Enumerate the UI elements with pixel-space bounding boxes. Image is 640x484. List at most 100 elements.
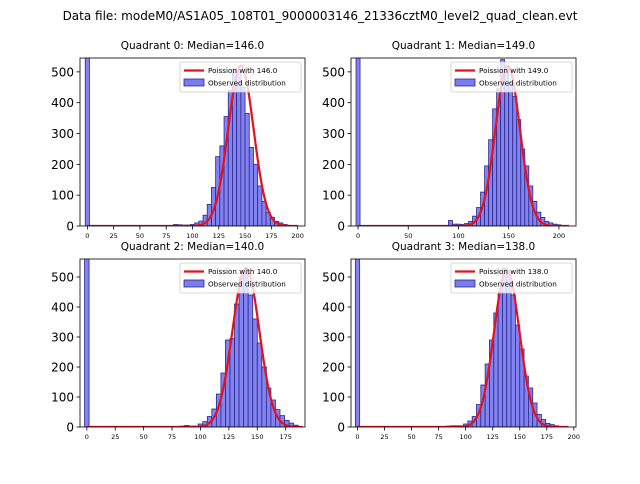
- legend-bar-label: Observed distribution: [479, 79, 557, 88]
- x-tick-label: 50: [404, 232, 412, 240]
- histogram-bar: [253, 163, 259, 226]
- suptitle: Data file: modeM0/AS1A05_108T01_90000031…: [63, 9, 578, 23]
- poisson-curve: [357, 268, 569, 427]
- y-tick-label: 400: [322, 96, 345, 110]
- y-tick-label: 500: [51, 65, 74, 79]
- histogram-bar: [247, 294, 254, 427]
- x-tick-label: 0: [85, 232, 89, 240]
- histogram-bar: [238, 276, 245, 427]
- histogram-bar: [252, 318, 258, 427]
- x-tick-label: 75: [434, 433, 442, 441]
- histogram-bar: [354, 259, 361, 427]
- x-tick-label: 125: [486, 433, 498, 441]
- x-tick-label: 50: [407, 433, 415, 441]
- histogram-bar: [84, 259, 90, 427]
- subplot-quadrant-0: Quadrant 0: Median=146.0 0 25 50 75 100 125 150…: [51, 40, 306, 240]
- y-tick-label: 0: [66, 220, 74, 234]
- y-tick-label: 400: [51, 96, 74, 110]
- y-tick-label: 300: [51, 331, 74, 345]
- x-tick-label: 50: [139, 433, 147, 441]
- bar-series: [84, 259, 299, 427]
- histogram-bar: [355, 58, 361, 226]
- histogram-bar: [240, 86, 246, 226]
- y-tick-label: 300: [322, 127, 345, 141]
- y-tick-label: 100: [51, 391, 74, 405]
- x-tick-label: 100: [452, 232, 464, 240]
- legend-bar-swatch: [183, 279, 205, 288]
- histogram-bar: [236, 71, 242, 226]
- legend-bar-label: Observed distribution: [208, 280, 286, 289]
- subplot-quadrant-2: Quadrant 2: Median=140.0 0 25 50 75 100 125 150…: [51, 241, 306, 441]
- y-tick-label: 200: [322, 158, 345, 172]
- axes-frame: [79, 258, 306, 428]
- legend-curve-label: Poission with 146.0: [208, 66, 278, 75]
- legend-bar-label: Observed distribution: [479, 280, 557, 289]
- legend-bar-swatch: [454, 279, 476, 288]
- histogram-bar: [84, 58, 90, 226]
- y-tick-label: 200: [322, 361, 345, 375]
- subplot-quadrant-3: Quadrant 3: Median=138.0 0 25 50 75 100 125 150…: [322, 241, 580, 441]
- axes-frame: [350, 258, 577, 428]
- legend-box: [450, 262, 573, 294]
- legend: Poission with 140.0 Observed distribution: [179, 262, 302, 294]
- x-tick-label: 125: [213, 232, 225, 240]
- legend: Poission with 138.0 Observed distribution: [450, 262, 573, 294]
- subplot-title: Quadrant 2: Median=140.0: [121, 241, 264, 253]
- x-tick-label: 200: [291, 232, 303, 240]
- x-tick-label: 0: [85, 433, 89, 441]
- histogram-bar: [248, 146, 254, 226]
- legend-curve-label: Poission with 149.0: [479, 66, 549, 75]
- x-tick-label: 100: [194, 433, 206, 441]
- histogram-bar: [229, 338, 235, 427]
- y-tick-label: 300: [51, 127, 74, 141]
- x-tick-label: 25: [111, 433, 119, 441]
- y-tick-label: 0: [337, 220, 345, 234]
- x-tick-label: 175: [541, 433, 553, 441]
- y-tick-label: 500: [322, 65, 345, 79]
- legend-bar-label: Observed distribution: [208, 79, 286, 88]
- legend: Poission with 146.0 Observed distribution: [179, 61, 302, 93]
- x-tick-label: 100: [186, 232, 198, 240]
- x-tick-label: 50: [136, 232, 144, 240]
- x-tick-label: 75: [168, 433, 176, 441]
- x-tick-label: 75: [162, 232, 170, 240]
- subplot-quadrant-1: Quadrant 1: Median=149.0 0 50 100 150 200 0 100…: [322, 40, 577, 240]
- y-tick-label: 400: [322, 301, 345, 315]
- histogram-bar: [256, 342, 263, 427]
- subplot-title: Quadrant 1: Median=149.0: [392, 40, 535, 52]
- y-tick-label: 500: [322, 271, 345, 285]
- y-tick-label: 0: [66, 421, 74, 435]
- histogram-bar: [244, 113, 250, 226]
- histogram-bar: [508, 82, 514, 226]
- histogram-bar: [497, 291, 503, 427]
- legend-box: [179, 262, 302, 294]
- subplot-title: Quadrant 0: Median=146.0: [121, 40, 264, 52]
- histogram-bar: [234, 303, 240, 427]
- x-tick-label: 150: [514, 433, 526, 441]
- legend-curve-label: Poission with 138.0: [479, 267, 549, 276]
- y-tick-label: 0: [337, 421, 345, 435]
- histogram-bar: [515, 324, 521, 427]
- y-tick-label: 100: [322, 189, 345, 203]
- histogram-bar: [510, 294, 516, 427]
- legend-box: [179, 61, 302, 93]
- x-tick-label: 25: [110, 232, 118, 240]
- x-tick-label: 0: [356, 232, 360, 240]
- x-tick-label: 25: [380, 433, 388, 441]
- y-tick-label: 200: [51, 158, 74, 172]
- legend-curve-label: Poission with 140.0: [208, 267, 278, 276]
- legend-bar-swatch: [183, 78, 205, 87]
- y-tick-label: 400: [51, 301, 74, 315]
- histogram-bar: [243, 273, 249, 427]
- x-tick-label: 175: [279, 433, 291, 441]
- y-tick-label: 100: [51, 189, 74, 203]
- x-tick-label: 125: [223, 433, 235, 441]
- x-tick-label: 175: [265, 232, 277, 240]
- legend-bar-swatch: [454, 78, 476, 87]
- subplot-title: Quadrant 3: Median=138.0: [392, 241, 535, 253]
- y-tick-label: 300: [322, 331, 345, 345]
- x-tick-label: 100: [459, 433, 471, 441]
- axes-frame: [350, 57, 577, 227]
